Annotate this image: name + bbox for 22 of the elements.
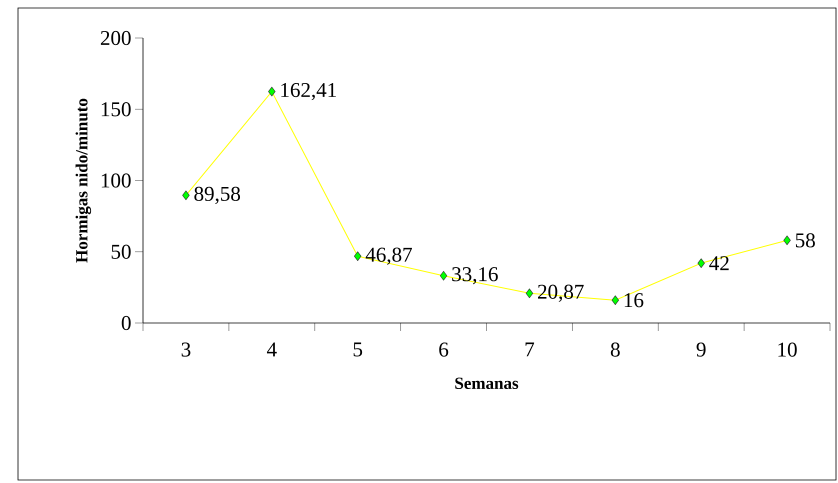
y-tick-label: 150 [102, 102, 131, 116]
y-tick-label: 200 [100, 30, 131, 46]
x-tick-label: 5 [354, 342, 362, 356]
x-tick-label: 8 [610, 342, 620, 357]
x-tick-label: 3 [182, 342, 190, 357]
data-label: 16 [624, 293, 644, 308]
x-axis-title: Semanas [455, 378, 518, 389]
data-label: 89,58 [194, 186, 240, 204]
data-label: 33,16 [452, 267, 498, 284]
x-tick-label: 9 [696, 342, 706, 357]
data-label: 162,41 [281, 82, 336, 100]
x-tick-label: 6 [439, 342, 448, 357]
data-label: 42 [709, 256, 729, 270]
x-tick-label: 10 [778, 342, 797, 357]
y-tick-label: 100 [102, 173, 131, 188]
y-axis-title: Hormigas nido/minuto [76, 98, 92, 263]
data-label: 46,87 [366, 248, 412, 265]
data-label: 58 [796, 233, 815, 248]
y-tick-label: 0 [122, 316, 131, 330]
y-tick-label: 50 [112, 244, 131, 259]
x-tick-label: 4 [266, 342, 277, 356]
x-tick-label: 7 [526, 342, 534, 356]
